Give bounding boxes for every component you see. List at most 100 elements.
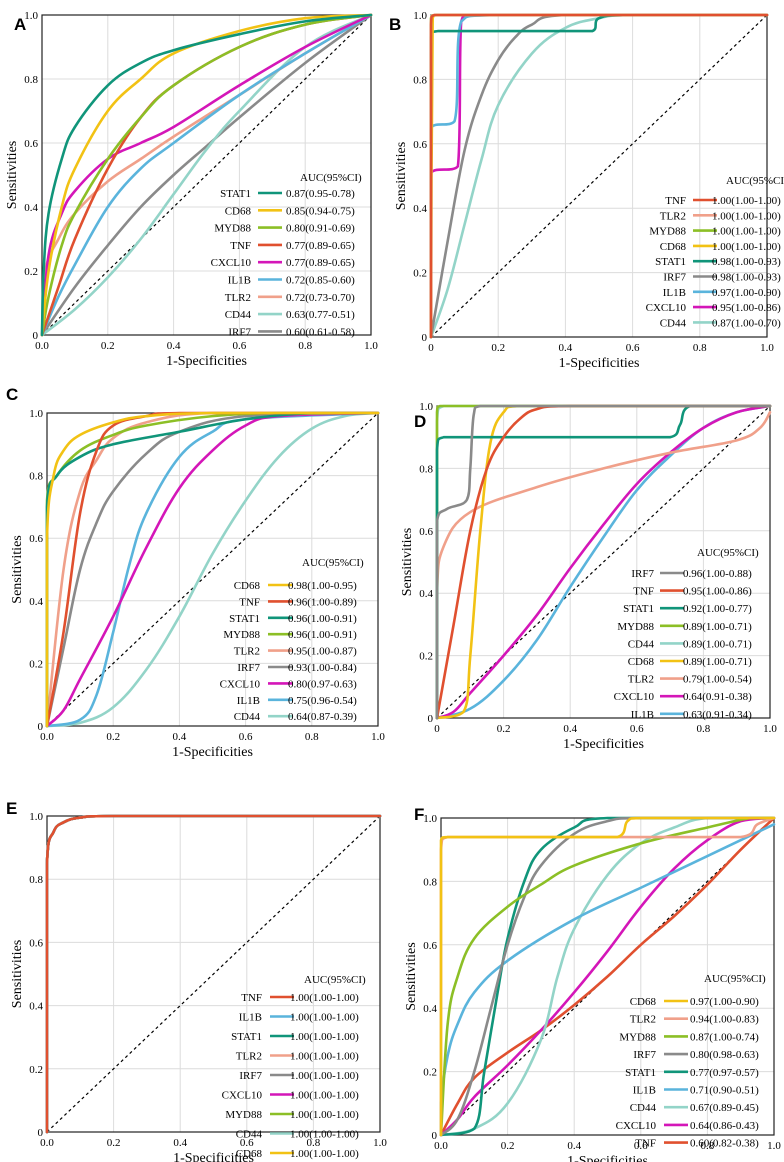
legend: AUC(95%CI) IRF7 0.96(1.00-0.88) TNF 0.95(1.0… <box>614 547 759 721</box>
x-tick-label: 0.8 <box>697 723 711 735</box>
y-tick-label: 1.0 <box>24 10 38 22</box>
legend-label-irf7: IRF7 <box>633 1049 656 1061</box>
x-tick-label: 1.0 <box>760 342 774 354</box>
legend-label-stat1: STAT1 <box>229 613 260 625</box>
reference-diagonal <box>436 405 771 719</box>
legend-auc-cxcl10: 0.64(0.91-0.38) <box>683 691 752 703</box>
legend-auc-myd88: 0.89(1.00-0.71) <box>683 621 752 633</box>
legend-auc-tnf: 1.00(1.00-1.00) <box>290 992 359 1004</box>
legend-auc-myd88: 1.00(1.00-1.00) <box>712 226 781 238</box>
legend-label-il1b: IL1B <box>228 275 251 287</box>
legend-label-cd44: CD44 <box>225 309 252 321</box>
plot-frame <box>41 14 372 336</box>
legend-auc-cd68: 1.00(1.00-1.00) <box>712 241 781 253</box>
legend-auc-tlr2: 0.79(1.00-0.54) <box>683 674 752 686</box>
roc-curve-irf7 <box>45 411 380 728</box>
legend-auc-stat1: 0.98(1.00-0.93) <box>712 256 781 268</box>
x-tick-label: 0.2 <box>107 1137 121 1149</box>
panel-f: F 0.0 0.2 0.4 0.6 0.8 1.0 0 0.2 0.4 0.6 0.8 1.0 1-Spe… <box>404 805 781 1162</box>
legend-label-cd44: CD44 <box>630 1102 657 1114</box>
legend-label-myd88: MYD88 <box>617 621 654 633</box>
legend-auc-il1b: 0.75(0.96-0.54) <box>288 695 357 707</box>
y-tick-label: 0.2 <box>413 268 427 280</box>
x-tick-label: 0.2 <box>106 731 120 743</box>
y-tick-label: 1.0 <box>419 401 433 413</box>
legend-label-tlr2: TLR2 <box>234 646 260 658</box>
y-tick-label: 0.6 <box>29 937 43 949</box>
panel-a: A 0.0 0.2 0.4 0.6 0.8 1.0 0 0.2 0.4 0.6 0.8 1.0 1-Spe… <box>5 10 378 369</box>
legend: AUC(95%CI) STAT1 0.87(0.95-0.78) CD68 0.85(0… <box>211 172 362 338</box>
x-axis-title: 1-Specificities <box>567 1154 648 1162</box>
roc-curve-cd44 <box>439 816 776 1137</box>
legend-auc-stat1: 0.96(1.00-0.91) <box>288 613 357 625</box>
legend-label-cxcl10: CXCL10 <box>616 1120 657 1132</box>
legend-auc-tnf: 0.77(0.89-0.65) <box>286 240 355 252</box>
legend-label-tnf: TNF <box>241 992 262 1004</box>
y-tick-label: 0.4 <box>419 588 433 600</box>
x-tick-label: 0.2 <box>101 340 115 352</box>
y-axis-title: Sensitivities <box>404 942 419 1010</box>
x-tick-label: 0.8 <box>298 340 312 352</box>
roc-curves <box>429 13 769 339</box>
roc-curve-cd68 <box>439 816 776 1137</box>
roc-curve-irf7 <box>435 404 772 720</box>
x-axis-title: 1-Specificities <box>563 737 644 752</box>
legend-auc-myd88: 0.96(1.00-0.91) <box>288 629 357 641</box>
x-tick-label: 0.6 <box>239 731 253 743</box>
legend-auc-stat1: 1.00(1.00-1.00) <box>290 1031 359 1043</box>
x-tick-label: 0.4 <box>567 1140 581 1152</box>
legend-auc-tnf: 0.95(1.00-0.86) <box>683 586 752 598</box>
legend-auc-il1b: 0.71(0.90-0.51) <box>690 1085 759 1097</box>
y-tick-label: 1.0 <box>29 408 43 420</box>
legend-label-tlr2: TLR2 <box>225 292 251 304</box>
roc-curve-cd68 <box>45 411 380 728</box>
legend-label-tlr2: TLR2 <box>660 210 686 222</box>
panel-letter: F <box>414 805 424 824</box>
legend-auc-cd44: 0.63(0.77-0.51) <box>286 309 355 321</box>
y-tick-label: 0.8 <box>413 74 427 86</box>
x-axis-title: 1-Specificities <box>559 356 640 371</box>
legend-title: AUC(95%CI) <box>304 974 366 986</box>
legend-label-cxcl10: CXCL10 <box>614 691 655 703</box>
legend: AUC(95%CI) TNF 1.00(1.00-1.00) IL1B 1.00(1.0… <box>222 974 366 1160</box>
legend-label-cxcl10: CXCL10 <box>222 1090 263 1102</box>
x-tick-label: 0.0 <box>434 1140 448 1152</box>
legend-label-irf7: IRF7 <box>239 1070 262 1082</box>
y-tick-label: 1.0 <box>413 10 427 22</box>
legend-auc-il1b: 1.00(1.00-1.00) <box>290 1012 359 1024</box>
x-tick-label: 0.4 <box>173 1137 187 1149</box>
panel-letter: D <box>414 412 426 431</box>
legend-label-cd68: CD68 <box>628 656 655 668</box>
legend-label-cxcl10: CXCL10 <box>211 257 252 269</box>
y-axis-title: Sensitivities <box>400 528 415 596</box>
x-tick-label: 0.8 <box>693 342 707 354</box>
roc-curves <box>45 814 382 1134</box>
y-tick-label: 0.8 <box>419 463 433 475</box>
legend-auc-il1b: 0.63(0.91-0.34) <box>683 709 752 721</box>
x-axis-title: 1-Specificities <box>166 354 247 369</box>
legend-auc-irf7: 0.80(0.98-0.63) <box>690 1049 759 1061</box>
legend-label-tlr2: TLR2 <box>236 1051 262 1063</box>
legend-auc-cd44: 1.00(1.00-1.00) <box>290 1129 359 1141</box>
legend-label-tnf: TNF <box>633 586 654 598</box>
legend-auc-cd68: 0.85(0.94-0.75) <box>286 205 355 217</box>
legend-auc-cd68: 0.89(1.00-0.71) <box>683 656 752 668</box>
y-tick-label: 0.4 <box>29 1001 43 1013</box>
y-tick-label: 0.2 <box>29 658 43 670</box>
y-tick-label: 0.2 <box>24 266 38 278</box>
legend-auc-tlr2: 0.95(1.00-0.87) <box>288 646 357 658</box>
legend: AUC(95%CI) TNF 1.00(1.00-1.00) TLR2 1.00(1.0… <box>646 175 784 329</box>
legend-auc-il1b: 0.72(0.85-0.60) <box>286 275 355 287</box>
legend-label-myd88: MYD88 <box>214 223 251 235</box>
x-tick-label: 0 <box>434 723 440 735</box>
legend-label-cd68: CD68 <box>630 996 657 1008</box>
y-axis-title: Sensitivities <box>394 142 409 210</box>
legend-label-cd44: CD44 <box>236 1129 263 1141</box>
x-tick-label: 0.4 <box>559 342 573 354</box>
roc-curve-irf7 <box>439 816 776 1137</box>
roc-curves <box>435 404 772 720</box>
roc-curve-il1b <box>40 13 373 337</box>
legend-title: AUC(95%CI) <box>704 973 766 985</box>
roc-curve-cd44 <box>45 411 380 728</box>
legend-title: AUC(95%CI) <box>300 172 362 184</box>
